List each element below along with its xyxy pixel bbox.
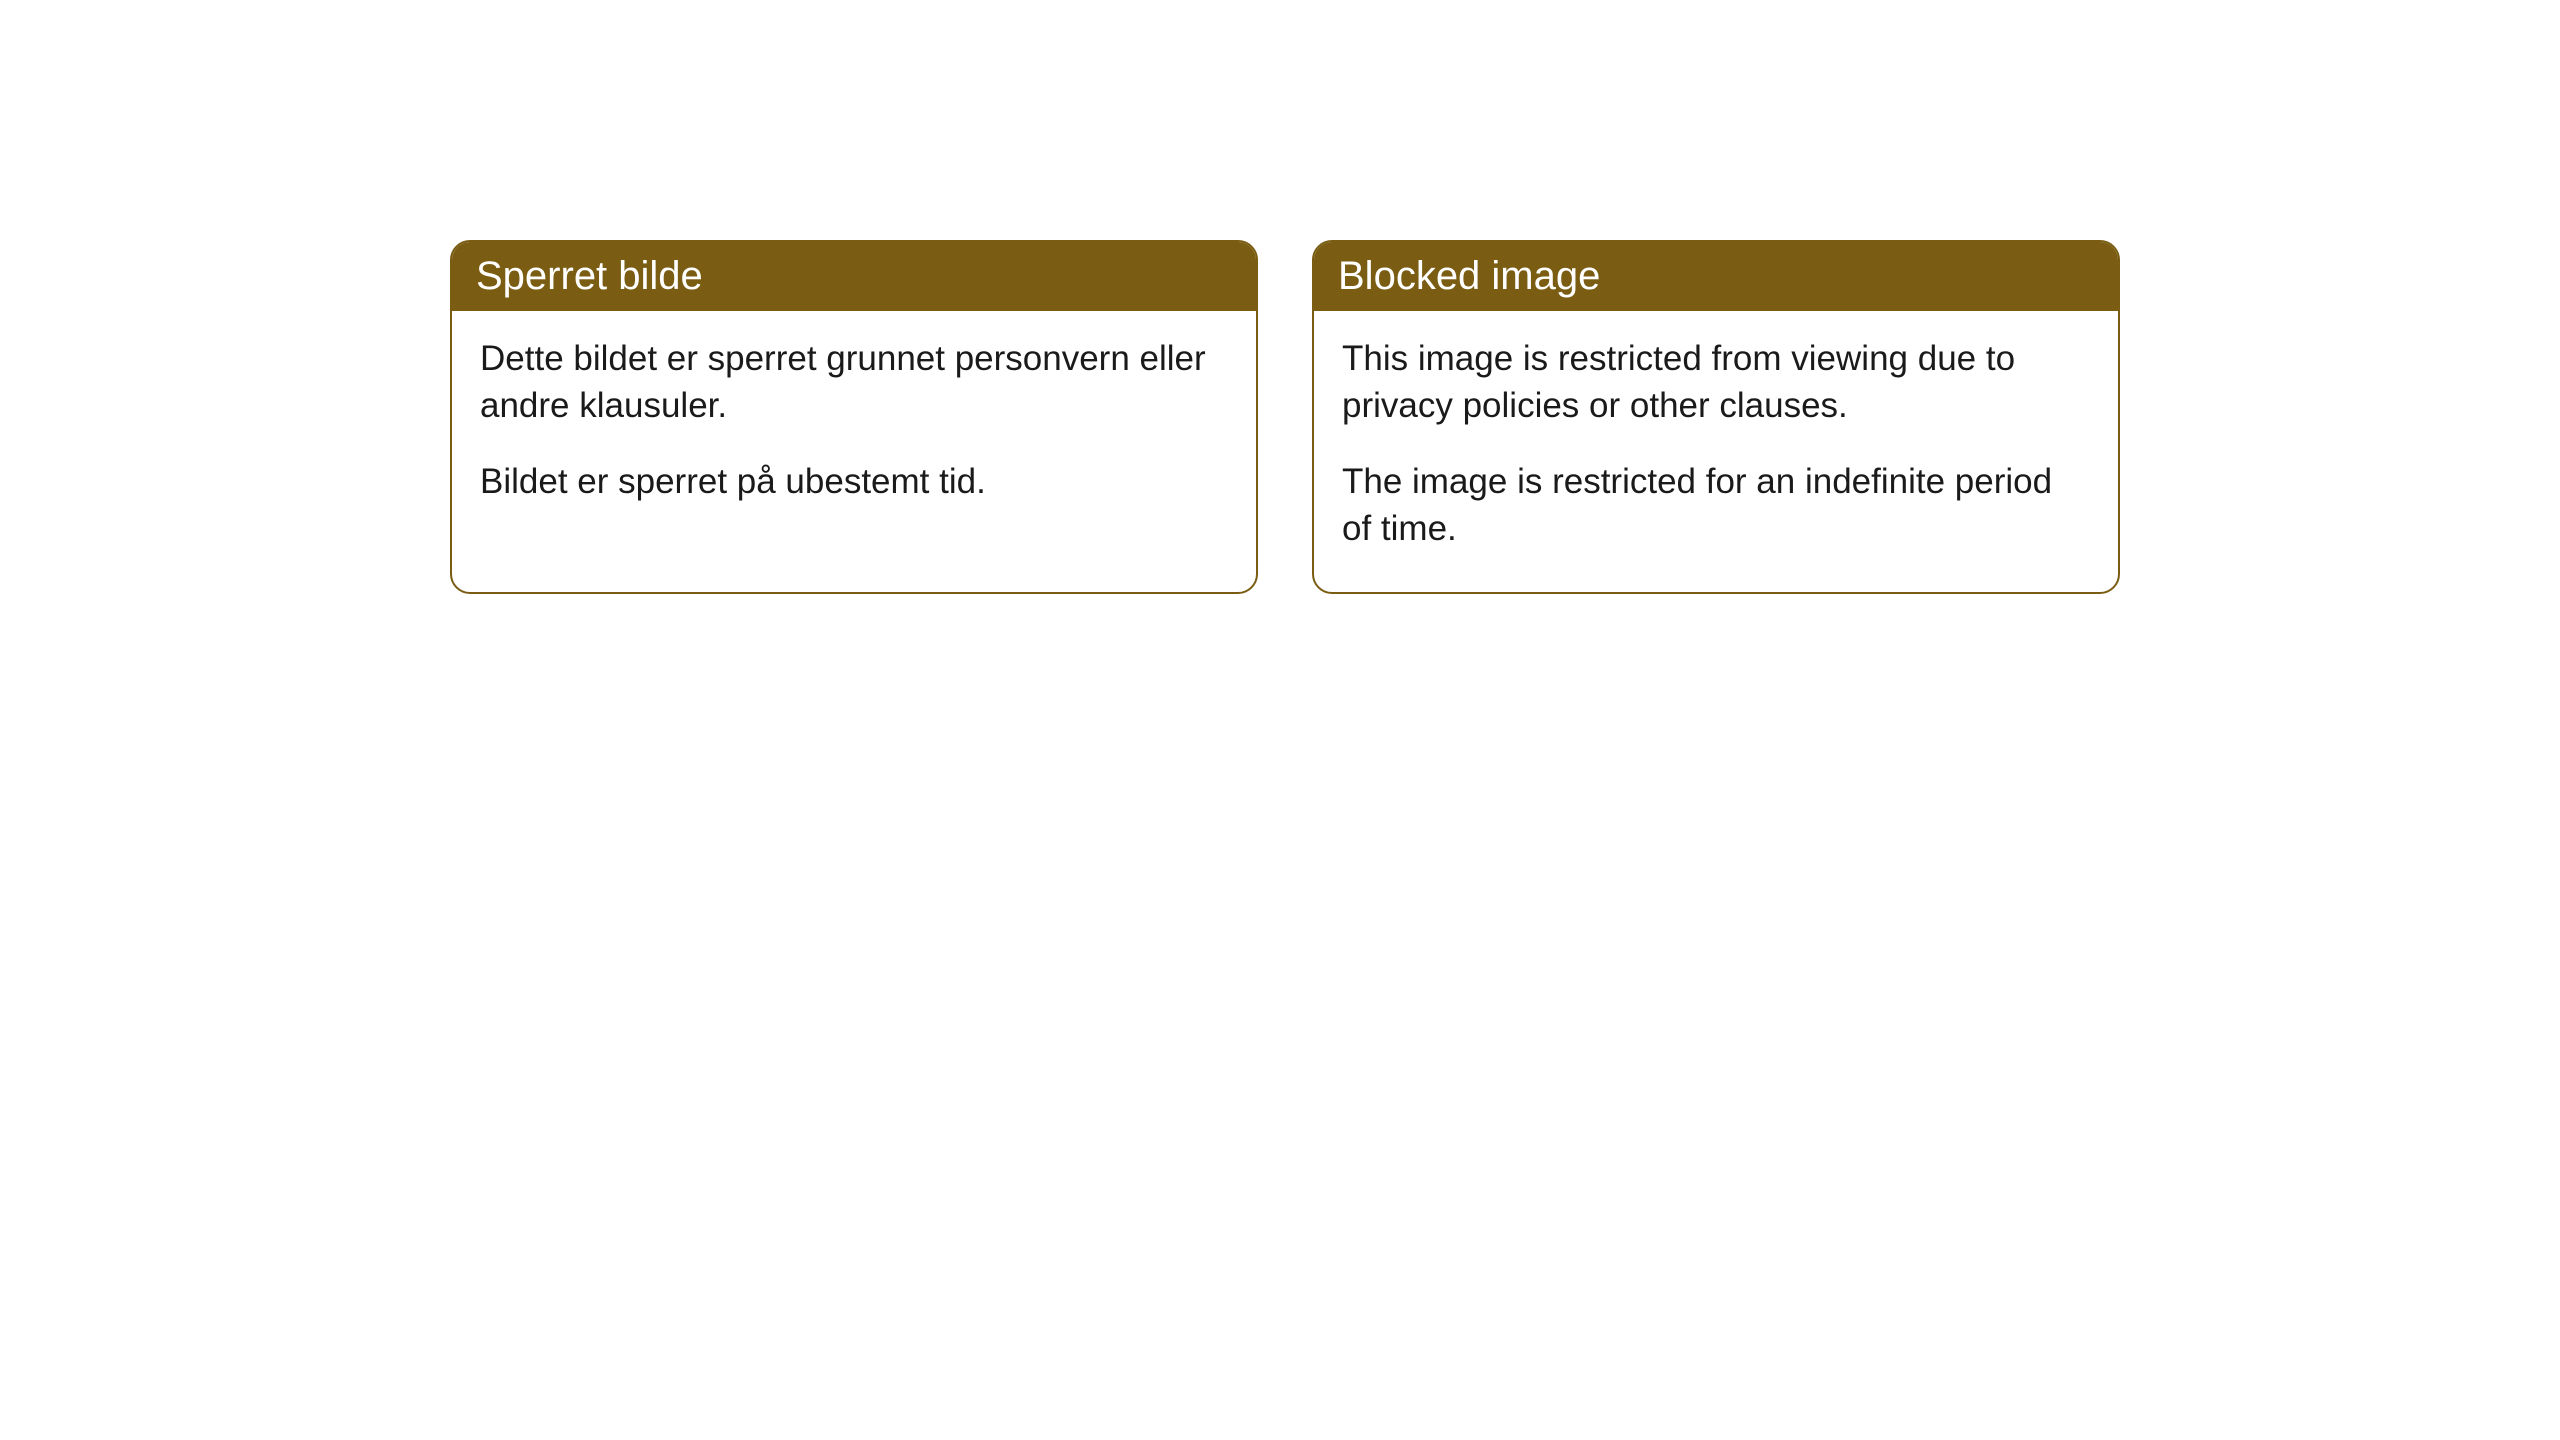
notice-text-2-norwegian: Bildet er sperret på ubestemt tid. xyxy=(480,458,1228,505)
notice-text-1-english: This image is restricted from viewing du… xyxy=(1342,335,2090,430)
card-header-norwegian: Sperret bilde xyxy=(452,242,1256,311)
card-header-english: Blocked image xyxy=(1314,242,2118,311)
notice-card-norwegian: Sperret bilde Dette bildet er sperret gr… xyxy=(450,240,1258,594)
notice-card-english: Blocked image This image is restricted f… xyxy=(1312,240,2120,594)
notice-text-1-norwegian: Dette bildet er sperret grunnet personve… xyxy=(480,335,1228,430)
card-body-norwegian: Dette bildet er sperret grunnet personve… xyxy=(452,311,1256,545)
notice-cards-container: Sperret bilde Dette bildet er sperret gr… xyxy=(450,240,2120,594)
notice-text-2-english: The image is restricted for an indefinit… xyxy=(1342,458,2090,553)
card-body-english: This image is restricted from viewing du… xyxy=(1314,311,2118,592)
